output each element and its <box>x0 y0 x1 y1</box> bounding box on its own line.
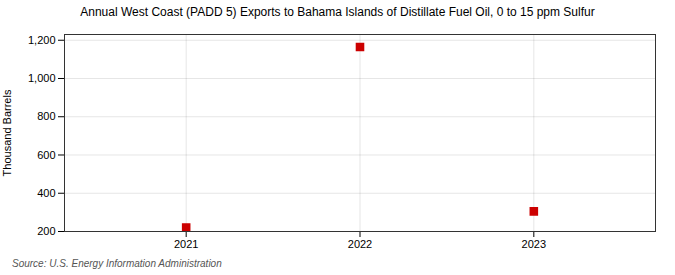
svg-text:600: 600 <box>37 149 55 161</box>
svg-text:Thousand Barrels: Thousand Barrels <box>1 89 13 176</box>
html-text:Annual West Coast (PADD 5) Exp: Annual West Coast (PADD 5) Exports to Ba… <box>80 5 595 19</box>
svg-text:400: 400 <box>37 187 55 199</box>
svg-text:2023: 2023 <box>522 238 546 250</box>
svg-text:1,000: 1,000 <box>28 72 56 84</box>
html-text:Source: U.S. Energy Informatio: Source: U.S. Energy Information Administ… <box>12 258 222 269</box>
svg-text:2021: 2021 <box>174 238 198 250</box>
svg-text:200: 200 <box>37 225 55 237</box>
svg-text:800: 800 <box>37 110 55 122</box>
svg-text:2022: 2022 <box>348 238 372 250</box>
svg-text:1,200: 1,200 <box>28 34 56 46</box>
